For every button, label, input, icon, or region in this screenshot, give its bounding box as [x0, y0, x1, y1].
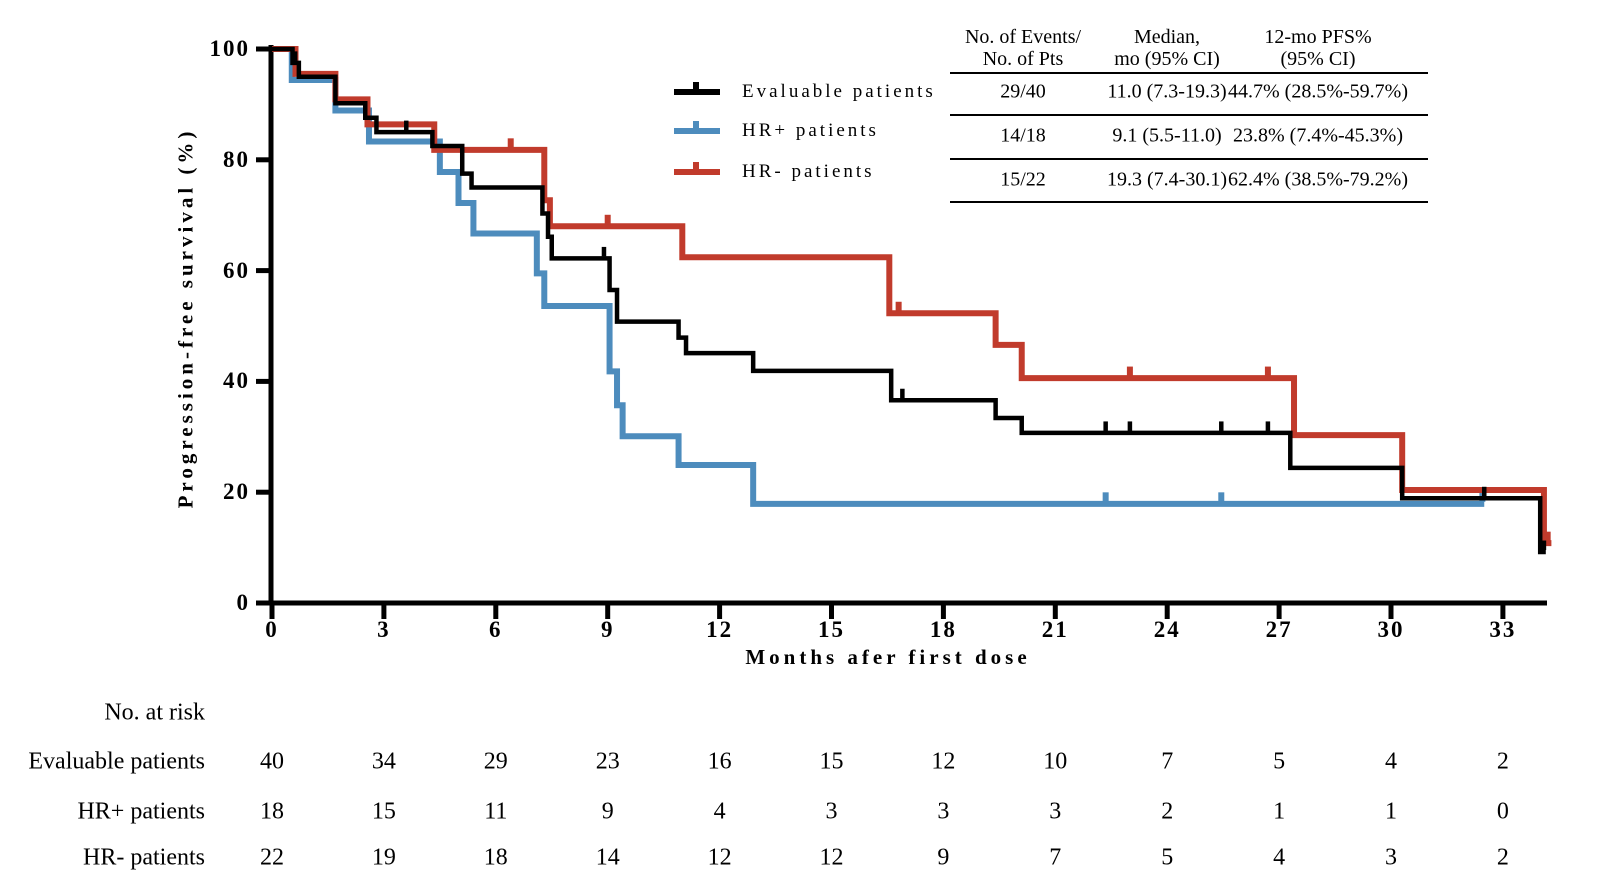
x-tick-label: 15 [818, 617, 845, 642]
summary-header-cell: No. of Events/No. of Pts [964, 26, 1082, 70]
at-risk-row-label: HR- patients [83, 844, 205, 871]
x-tick-label: 3 [377, 617, 391, 642]
legend-line-censor-icon [674, 82, 720, 95]
summary-cell: 19.3 (7.4-30.1) [1107, 168, 1227, 191]
at-risk-value: 2 [1496, 844, 1509, 871]
summary-rule [950, 201, 1428, 203]
x-tick-label: 27 [1265, 617, 1293, 642]
at-risk-value: 1 [1385, 798, 1397, 825]
summary-cell: 15/22 [1000, 168, 1046, 191]
at-risk-value: 14 [595, 844, 620, 871]
at-risk-row-label: Evaluable patients [28, 748, 205, 775]
at-risk-value: 15 [371, 798, 396, 825]
at-risk-value: 12 [819, 844, 844, 871]
at-risk-value: 10 [1043, 748, 1068, 775]
at-risk-value: 9 [937, 844, 950, 871]
summary-header-cell: 12-mo PFS% (95% CI) [1264, 26, 1372, 70]
summary-rule [950, 113, 1428, 116]
y-tick-label: 100 [209, 36, 250, 61]
legend-label: Evaluable patients [742, 81, 936, 102]
at-risk-value: 3 [937, 798, 950, 825]
at-risk-value: 7 [1049, 844, 1062, 871]
summary-cell: 62.4% (38.5%-79.2%) [1228, 168, 1408, 191]
y-tick-label: 0 [236, 590, 250, 615]
y-tick-label: 80 [223, 146, 250, 172]
summary-cell: 23.8% (7.4%-45.3%) [1233, 124, 1403, 146]
at-risk-value: 9 [601, 798, 614, 825]
at-risk-value: 40 [260, 748, 284, 775]
x-tick-label: 21 [1041, 617, 1069, 642]
at-risk-value: 22 [260, 844, 284, 871]
at-risk-value: 4 [713, 798, 726, 825]
at-risk-value: 18 [483, 844, 508, 871]
at-risk-value: 0 [1496, 798, 1509, 825]
at-risk-row-label: HR+ patients [77, 798, 205, 825]
legend-line-censor-icon [674, 162, 720, 175]
at-risk-value: 19 [371, 844, 396, 871]
at-risk-value: 34 [371, 748, 396, 775]
km-curve-evaluable [272, 46, 1546, 555]
at-risk-value: 2 [1161, 798, 1174, 825]
at-risk-value: 3 [825, 798, 838, 825]
legend-label: HR+ patients [742, 120, 879, 141]
at-risk-value: 12 [931, 748, 956, 775]
summary-cell: 11.0 (7.3-19.3) [1107, 80, 1227, 103]
at-risk-value: 5 [1273, 748, 1286, 775]
at-risk-value: 18 [260, 798, 284, 825]
summary-cell: 44.7% (28.5%-59.7%) [1228, 80, 1408, 103]
at-risk-title: No. at risk [104, 699, 205, 726]
legend-label: HR- patients [742, 161, 875, 182]
x-tick-label: 30 [1377, 617, 1405, 642]
at-risk-value: 3 [1049, 798, 1062, 825]
y-tick-label: 60 [223, 257, 250, 283]
summary-cell: 29/40 [1000, 80, 1046, 103]
at-risk-value: 5 [1161, 844, 1174, 871]
x-tick-label: 9 [600, 617, 615, 642]
km-curve-hr-positive [272, 46, 1485, 507]
legend-line-censor-icon [674, 121, 720, 134]
at-risk-value: 3 [1385, 844, 1397, 871]
y-tick-label: 20 [223, 479, 250, 505]
x-tick-label: 33 [1489, 617, 1517, 642]
at-risk-value: 23 [595, 748, 620, 775]
x-tick-label: 18 [929, 617, 957, 642]
at-risk-value: 16 [707, 748, 732, 775]
summary-cell: 14/18 [1000, 124, 1046, 146]
at-risk-value: 2 [1496, 748, 1509, 775]
y-axis-title: Progression-free survival (%) [173, 127, 198, 509]
at-risk-value: 12 [707, 844, 732, 871]
km-curve-hr-negative [272, 46, 1552, 547]
at-risk-value: 4 [1385, 748, 1397, 775]
summary-header-cell: Median, mo (95% CI) [1114, 26, 1220, 70]
x-tick-label: 24 [1153, 617, 1181, 642]
x-tick-label: 6 [489, 617, 503, 642]
summary-cell: 9.1 (5.5-11.0) [1112, 124, 1222, 146]
x-tick-label: 0 [265, 617, 279, 642]
summary-rule [950, 72, 1428, 74]
at-risk-value: 11 [484, 798, 508, 825]
at-risk-value: 7 [1161, 748, 1174, 775]
x-tick-label: 12 [706, 617, 734, 642]
at-risk-value: 15 [819, 748, 844, 775]
y-tick-label: 40 [223, 368, 250, 394]
at-risk-value: 1 [1273, 798, 1286, 825]
at-risk-value: 4 [1273, 844, 1286, 871]
summary-rule [950, 158, 1428, 160]
x-axis-title: Months afer first dose [745, 645, 1031, 669]
at-risk-value: 29 [483, 748, 508, 775]
